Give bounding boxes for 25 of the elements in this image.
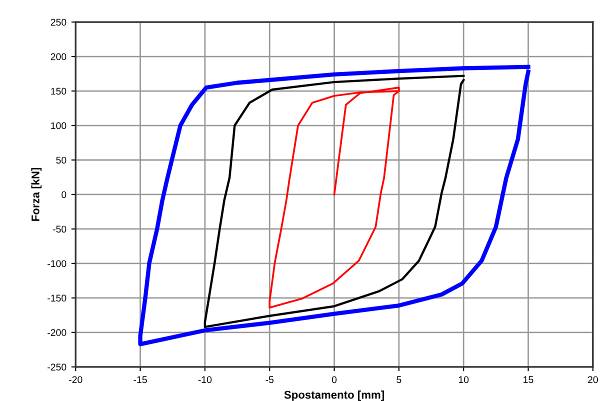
x-axis-title: Spostamento [mm] — [284, 390, 384, 401]
y-tick-label: -100 — [48, 260, 66, 268]
x-tick-label: 5 — [396, 376, 402, 384]
y-tick-label: 250 — [50, 18, 66, 26]
x-tick-label: 0 — [332, 376, 337, 384]
y-tick-label: 0 — [62, 191, 66, 198]
y-axis-title: Forza [kN] — [31, 168, 42, 221]
x-tick-label: -15 — [134, 376, 147, 384]
y-tick-label: 100 — [51, 122, 66, 130]
line-series — [204, 74, 465, 328]
x-tick-label: -5 — [266, 376, 274, 384]
y-tick-label: 50 — [56, 156, 66, 164]
y-tick-label: -50 — [52, 226, 66, 233]
line-series — [138, 64, 530, 346]
x-tick-label: -10 — [198, 376, 212, 384]
x-tick-label: -20 — [69, 376, 82, 384]
x-tick-label: 10 — [458, 376, 469, 384]
y-tick-label: 200 — [50, 53, 66, 60]
y-tick-label: -150 — [48, 294, 66, 302]
x-tick-label: 20 — [588, 376, 598, 384]
x-tick-label: 15 — [524, 376, 534, 384]
y-tick-label: -250 — [48, 364, 66, 371]
y-tick-label: 150 — [51, 88, 66, 95]
y-tick-label: -200 — [48, 329, 66, 336]
line-series — [268, 86, 400, 309]
